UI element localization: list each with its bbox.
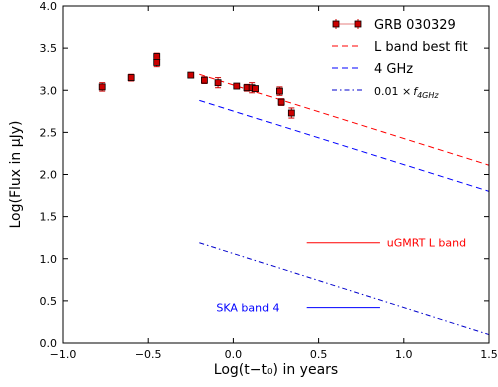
x-axis-label: Log(t−t₀) in years xyxy=(214,362,338,378)
y-tick-label: 4.0 xyxy=(40,0,58,13)
plot-points xyxy=(98,52,295,119)
legend-label: GRB 030329 xyxy=(374,18,456,33)
sensitivity-label: uGMRT L band xyxy=(387,237,466,250)
legend: GRB 030329 L band best fit 4 GHz 0.01 × f4GH… xyxy=(332,18,468,100)
y-tick-label: 1.0 xyxy=(40,253,58,266)
y-tick-label: 2.0 xyxy=(40,169,58,182)
y-tick-label: 1.5 xyxy=(40,211,58,224)
x-tick-label: 1.0 xyxy=(395,348,413,361)
x-tick-label: 0.0 xyxy=(225,348,243,361)
y-tick-label: 3.0 xyxy=(40,84,58,97)
data-point xyxy=(214,79,222,87)
y-tick-label: 0.0 xyxy=(40,337,58,350)
series-line xyxy=(199,242,490,336)
y-axis-label: Log(Flux in μJy) xyxy=(8,120,24,228)
series-line xyxy=(199,99,490,192)
y-tick-label: 0.5 xyxy=(40,295,58,308)
data-point xyxy=(187,71,195,79)
legend-label: L band best fit xyxy=(374,40,468,55)
data-point xyxy=(252,85,259,92)
data-point xyxy=(287,109,295,117)
data-point xyxy=(277,98,285,106)
sensitivity-label: SKA band 4 xyxy=(216,302,279,315)
x-tick-label: −1.0 xyxy=(50,348,77,361)
data-point xyxy=(233,82,241,90)
data-point xyxy=(276,87,283,95)
plot-lines xyxy=(199,73,490,336)
legend-label: 4 GHz xyxy=(374,62,413,77)
annotations: uGMRT L band SKA band 4 xyxy=(216,237,466,315)
x-tick-label: 1.5 xyxy=(480,348,498,361)
data-point xyxy=(98,83,106,91)
series-line xyxy=(199,73,490,166)
y-tick-label: 2.5 xyxy=(40,126,58,139)
x-tick-label: −0.5 xyxy=(135,348,162,361)
axis-ticks: −1.0 −0.5 0.0 0.5 1.0 1.5 0.0 0.5 1.0 1.5 2.0 2.5 3.… xyxy=(40,0,498,361)
data-point xyxy=(127,74,135,82)
plot-frame xyxy=(62,5,490,344)
y-tick-label: 3.5 xyxy=(40,42,58,55)
legend-label: 0.01 × f4GHz xyxy=(374,85,439,100)
data-point xyxy=(153,59,161,66)
data-point xyxy=(201,76,208,84)
x-tick-label: 0.5 xyxy=(310,348,328,361)
